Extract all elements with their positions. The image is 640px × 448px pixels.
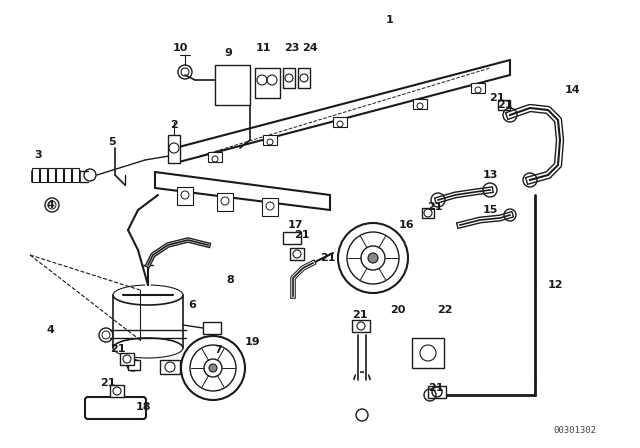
Text: 2: 2 [170, 120, 178, 130]
Bar [128, 360, 140, 370]
Text: 12: 12 [547, 280, 563, 290]
Text: 9: 9 [224, 48, 232, 58]
Text: 5: 5 [108, 137, 116, 147]
Text: 13: 13 [483, 170, 498, 180]
Bar [208, 152, 222, 162]
Text: 21: 21 [497, 100, 513, 110]
Bar [215, 65, 250, 105]
Bar [283, 232, 301, 244]
Text: 1: 1 [386, 15, 394, 25]
Bar [263, 135, 277, 145]
Bar [352, 320, 370, 332]
Bar [72, 168, 79, 182]
Bar [283, 68, 295, 88]
Text: 18: 18 [135, 402, 151, 412]
Text: 24: 24 [302, 43, 318, 53]
Text: 16: 16 [398, 220, 414, 230]
Text: 8: 8 [226, 275, 234, 285]
Bar [412, 338, 444, 368]
Text: 3: 3 [34, 150, 42, 160]
FancyBboxPatch shape [85, 397, 146, 419]
Text: 23: 23 [284, 43, 300, 53]
Bar [498, 100, 510, 110]
Bar [48, 168, 55, 182]
Text: 21: 21 [320, 253, 336, 263]
Bar [160, 360, 180, 374]
Circle shape [209, 364, 217, 372]
Text: 21: 21 [428, 202, 443, 212]
Bar [40, 168, 47, 182]
Text: 17: 17 [287, 220, 303, 230]
Bar [203, 322, 221, 334]
Bar [422, 208, 434, 218]
Text: 00301302: 00301302 [554, 426, 596, 435]
Bar [177, 187, 193, 205]
Text: 7: 7 [214, 345, 222, 355]
Text: 14: 14 [564, 85, 580, 95]
Bar [471, 83, 485, 93]
Text: 21: 21 [352, 310, 368, 320]
Text: 21: 21 [110, 344, 125, 354]
Bar [120, 353, 134, 365]
Text: 21: 21 [294, 230, 310, 240]
Circle shape [368, 253, 378, 263]
Text: 21: 21 [100, 378, 116, 388]
Text: 22: 22 [437, 305, 452, 315]
Text: 4: 4 [46, 200, 54, 210]
Text: 15: 15 [483, 205, 498, 215]
Bar [168, 135, 180, 163]
Text: 21: 21 [428, 383, 444, 393]
Bar [217, 193, 233, 211]
Bar [262, 198, 278, 216]
Text: 19: 19 [245, 337, 261, 347]
Bar [428, 386, 446, 398]
Bar [56, 168, 63, 182]
Text: 6: 6 [188, 300, 196, 310]
Bar [32, 168, 39, 182]
Bar [290, 248, 304, 260]
Bar [333, 117, 347, 127]
Bar [64, 168, 71, 182]
Text: 10: 10 [172, 43, 188, 53]
Bar [255, 68, 280, 98]
Text: 20: 20 [390, 305, 406, 315]
Bar [413, 99, 427, 109]
Bar [298, 68, 310, 88]
Text: 21: 21 [489, 93, 505, 103]
Bar [110, 385, 124, 397]
Text: 11: 11 [255, 43, 271, 53]
Text: 4: 4 [46, 325, 54, 335]
